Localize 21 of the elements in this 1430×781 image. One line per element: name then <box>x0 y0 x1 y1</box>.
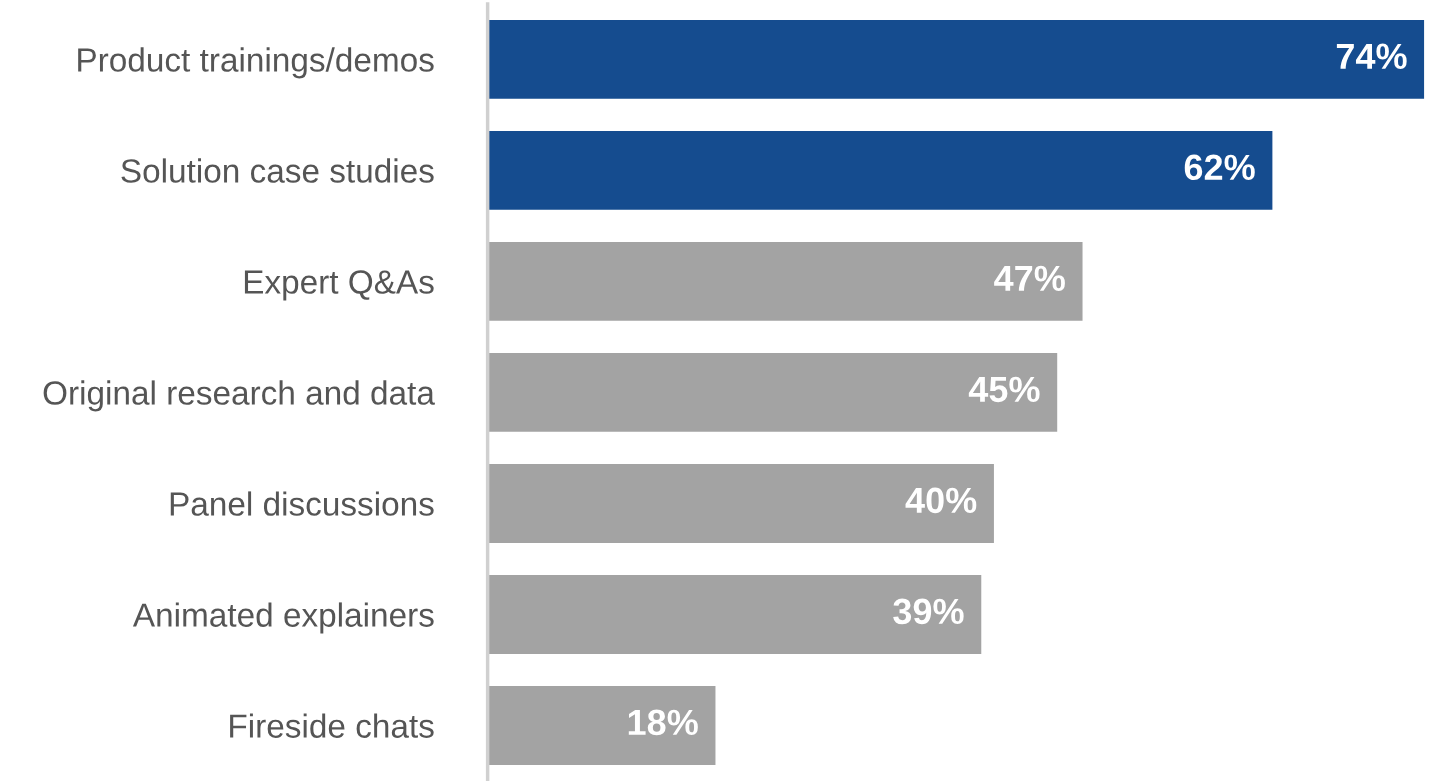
bar <box>487 464 994 543</box>
bar <box>487 575 982 654</box>
y-tick-label: Product trainings/demos <box>78 47 434 79</box>
data-label: 39% <box>893 598 964 625</box>
bar <box>487 131 1273 210</box>
bar <box>487 242 1083 321</box>
y-tick-label: Panel discussions <box>170 491 434 516</box>
bar <box>487 353 1058 432</box>
y-tick-label: Animated explainers <box>132 602 434 634</box>
data-label: 47% <box>994 265 1065 292</box>
bar <box>487 686 716 765</box>
y-tick-label: Original research and data <box>43 380 435 412</box>
data-label: 74% <box>1336 43 1407 70</box>
data-label: 18% <box>628 709 698 736</box>
y-tick-label: Expert Q&As <box>244 270 434 301</box>
data-label: 62% <box>1184 154 1255 181</box>
y-tick-label: Fireside chats <box>230 713 434 738</box>
bar <box>487 20 1425 99</box>
data-label: 45% <box>968 376 1040 403</box>
y-tick-label: Solution case studies <box>121 158 434 183</box>
data-label: 40% <box>905 487 977 514</box>
